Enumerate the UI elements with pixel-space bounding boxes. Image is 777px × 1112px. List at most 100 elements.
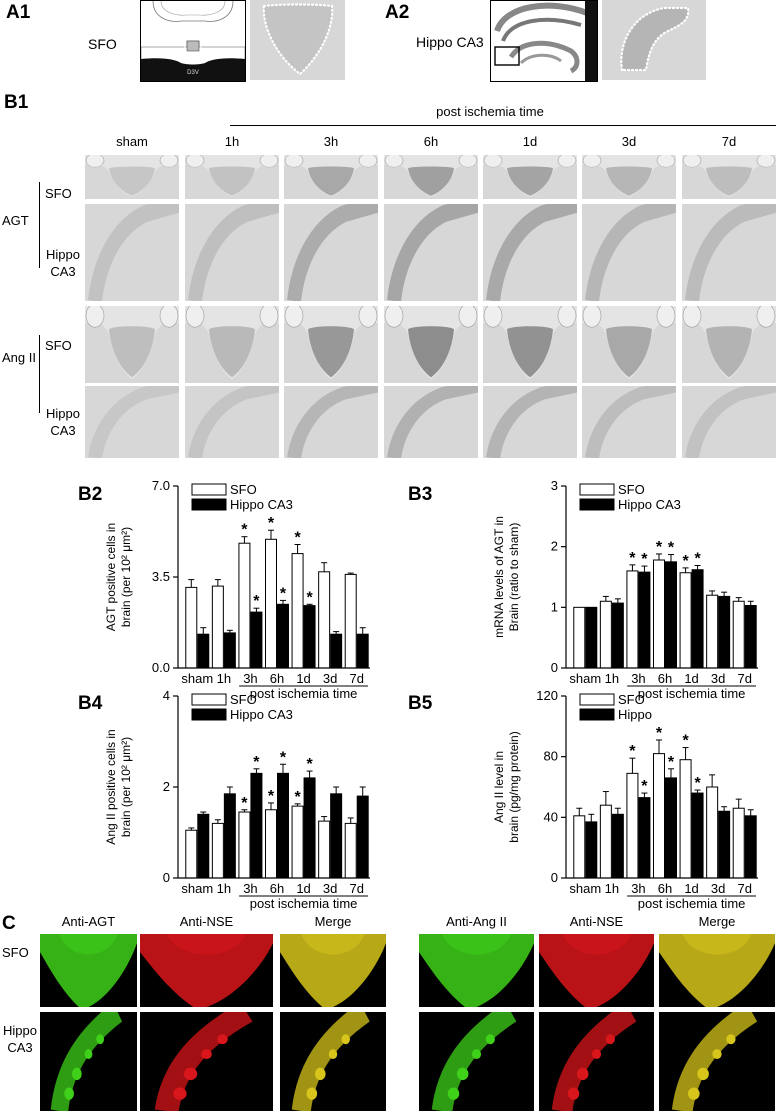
significance-star: * [694,550,701,567]
panel-label-a2: A2 [385,2,410,23]
c-column-header: Merge [698,914,736,929]
y-tick-label: 0.0 [152,660,170,675]
bar-filled [330,793,343,879]
bar-filled [665,561,677,669]
bar-filled [638,571,651,669]
bar-filled [330,633,343,669]
b1-micrograph [284,204,378,301]
b1-micrograph [682,306,776,383]
significance-star: * [241,795,248,812]
c-fluorescence-image [659,1012,775,1111]
bar-open [318,571,331,669]
b1-micrograph [185,386,279,458]
bar-filled [303,777,316,879]
bar-open [211,585,224,669]
x-tick-label: 3h [243,671,257,686]
x-tick-label: 1d [296,671,310,686]
significance-star: * [629,550,636,567]
a1-sfo-micrograph [250,0,345,80]
c-fluorescence-image [140,934,273,1007]
bar-open [626,570,639,669]
panel-label-c: C [2,913,16,934]
significance-star: * [241,522,248,539]
x-axis-label: post ischemia time [250,896,358,911]
significance-star: * [280,585,287,602]
bar-filled [718,810,731,879]
bar-filled [303,605,316,669]
c-fluorescence-image [419,934,534,1007]
x-tick-label: 3h [631,881,645,896]
bar-filled [356,633,369,669]
legend-label: SFO [230,692,257,707]
c-fluorescence-image [40,934,137,1007]
legend-label: Hippo CA3 [230,707,293,722]
b1-micrograph [582,155,676,199]
bar-open [344,822,357,879]
x-tick-label: 6h [270,671,284,686]
bar-open [265,809,277,879]
panel-label-b4: B4 [78,693,103,714]
x-tick-label: sham [569,881,601,896]
bar-filled [611,602,624,669]
bar-open [318,820,331,879]
b1-micrograph [483,306,577,383]
significance-star: * [629,743,636,760]
bar-open [679,572,692,669]
x-tick-label: 3d [711,881,725,896]
panel-label-a1: A1 [6,2,31,23]
bar-filled [223,632,236,669]
significance-star: * [268,788,275,805]
bar-open [732,600,745,669]
y-tick-label: 80 [544,749,558,764]
b1-micrograph [384,306,478,383]
c-fluorescence-image [40,1012,137,1111]
panel-label-b5: B5 [408,693,433,714]
bar-filled [691,792,704,879]
bar-filled [197,813,210,879]
bar-filled [718,595,731,669]
bar-filled [585,606,598,669]
significance-star: * [668,754,675,771]
b1-column-label: 3h [323,134,339,149]
bar-open [238,542,251,669]
bar-filled [744,815,757,879]
bar-open [653,559,665,669]
b1-micrograph [582,386,676,458]
x-axis-label: post ischemia time [250,686,358,701]
bar-filled [585,821,598,879]
significance-star: * [306,589,313,606]
x-tick-label: 3d [323,881,337,896]
row-label-angii-ca3: Hippo CA3 [46,406,80,438]
bar-open [573,815,586,879]
y-tick-label: 0 [551,660,558,675]
y-tick-label: 3.5 [152,569,170,584]
bar-filled [250,611,263,669]
row-label-agt-sfo: SFO [45,186,72,201]
y-axis-label: Ang II level inbrain (pg/mg protein) [492,731,521,842]
c-fluorescence-image [659,934,775,1007]
b1-micrograph [483,155,577,199]
a1-atlas-diagram: D3V [140,0,246,82]
b1-micrograph [384,204,478,301]
significance-star: * [682,733,689,750]
bar-open [573,606,586,669]
b1-micrograph [284,306,378,383]
c-fluorescence-image [280,1012,386,1111]
x-tick-label: 1d [296,881,310,896]
significance-star: * [294,789,301,806]
significance-star: * [694,775,701,792]
x-tick-label: 6h [270,881,284,896]
b1-micrograph [185,204,279,301]
y-tick-label: 2 [551,539,558,554]
x-tick-label: 7d [737,671,751,686]
legend-swatch [191,708,227,721]
bar-open [291,553,304,669]
b1-micrograph [284,155,378,199]
c-fluorescence-image [539,1012,654,1111]
bar-open [211,822,224,879]
row-label-agt-ca3: Hippo CA3 [46,247,80,279]
bar-open [344,573,357,669]
group-label-agt: AGT [2,213,29,228]
significance-star: * [656,539,663,556]
b1-micrograph [85,306,179,383]
